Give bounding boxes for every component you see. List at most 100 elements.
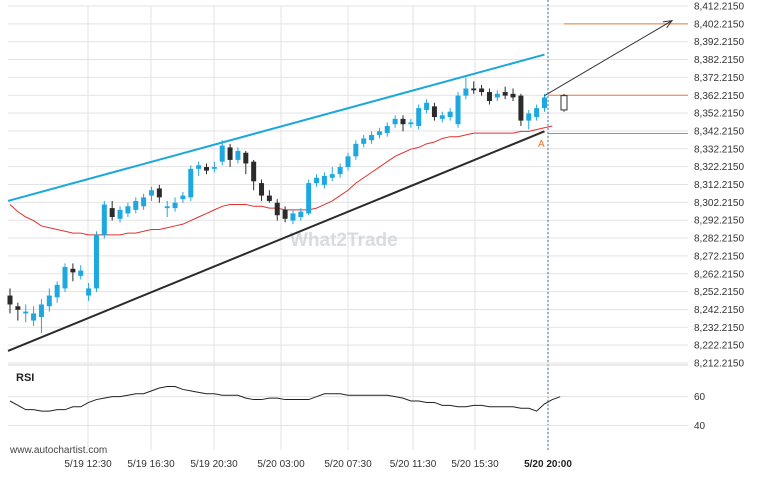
candle-body xyxy=(369,134,375,141)
candle-body xyxy=(54,284,60,298)
y-tick-label: 8,412.2150 xyxy=(694,2,744,13)
candle-body xyxy=(164,206,170,209)
candle-body xyxy=(471,88,477,91)
candle-body xyxy=(62,266,68,289)
candle-body xyxy=(101,204,107,235)
projection-arrow-line xyxy=(544,20,673,97)
candle-body xyxy=(156,188,162,198)
projection-arrow-head xyxy=(663,20,674,29)
candle-body xyxy=(23,311,29,314)
candle-body xyxy=(70,268,76,273)
y-tick-label: 8,302.2150 xyxy=(694,198,744,209)
candle-body xyxy=(290,213,296,221)
rsi-title: RSI xyxy=(16,372,34,384)
candle-body xyxy=(38,304,44,317)
rsi-level-label: 40 xyxy=(694,421,706,432)
candle-body xyxy=(109,208,115,218)
x-tick-label: 5/20 11:30 xyxy=(390,459,437,470)
candle-body xyxy=(400,118,406,125)
candle-body xyxy=(31,313,37,321)
candle-body xyxy=(86,288,92,296)
candle-body xyxy=(15,306,21,310)
candle-body xyxy=(486,92,492,101)
candle-body xyxy=(353,143,359,157)
candle-body xyxy=(204,167,209,171)
y-tick-label: 8,252.2150 xyxy=(694,287,744,298)
y-tick-label: 8,262.2150 xyxy=(694,269,744,280)
y-tick-label: 8,362.2150 xyxy=(694,91,744,102)
candle-body xyxy=(345,156,351,168)
candle-body xyxy=(384,125,390,134)
candle-body xyxy=(518,95,524,121)
candle-body xyxy=(494,93,500,98)
candle-body xyxy=(243,152,249,164)
footer-url: www.autochartist.com xyxy=(9,445,107,456)
watermark: What2Trade xyxy=(290,230,398,251)
candle-body xyxy=(282,209,288,219)
candle-body xyxy=(439,115,445,119)
candle-body xyxy=(211,167,217,169)
candle-body xyxy=(141,197,147,207)
candle-body xyxy=(479,88,485,93)
last-candle-body xyxy=(560,95,568,111)
candle-body xyxy=(502,92,508,96)
candle-body xyxy=(329,174,335,178)
pattern-point-label: A xyxy=(538,139,545,150)
y-tick-label: 8,352.2150 xyxy=(694,109,744,120)
candle-body xyxy=(392,118,398,125)
candle-body xyxy=(541,97,547,109)
x-tick-label: 5/20 20:00 xyxy=(524,459,572,470)
candle-body xyxy=(219,145,225,162)
x-tick-label: 5/19 20:30 xyxy=(190,459,238,470)
y-tick-label: 8,212.2150 xyxy=(694,359,744,370)
x-tick-label: 5/20 15:30 xyxy=(451,459,499,470)
y-tick-label: 8,282.2150 xyxy=(694,234,744,245)
y-tick-label: 8,332.2150 xyxy=(694,144,744,155)
y-tick-label: 8,312.2150 xyxy=(694,180,744,191)
y-tick-label: 8,372.2150 xyxy=(694,73,744,84)
candle-body xyxy=(227,147,233,160)
candle-body xyxy=(447,111,453,118)
channel-upper-line xyxy=(7,53,545,202)
y-tick-label: 8,222.2150 xyxy=(694,341,744,352)
candle-body xyxy=(314,177,320,184)
candle-body xyxy=(266,195,272,201)
candle-body xyxy=(196,165,202,169)
candle-body xyxy=(321,175,327,185)
candle-body xyxy=(534,108,540,118)
candle-body xyxy=(376,131,382,135)
candle-body xyxy=(188,168,194,198)
candle-body xyxy=(125,206,131,214)
candle-body xyxy=(408,122,414,125)
y-tick-label: 8,242.2150 xyxy=(694,305,744,316)
x-tick-label: 5/19 16:30 xyxy=(127,459,175,470)
candle-body xyxy=(463,88,469,96)
y-tick-label: 8,322.2150 xyxy=(694,162,744,173)
candle-body xyxy=(251,161,257,182)
candle-body xyxy=(455,95,461,125)
y-tick-label: 8,292.2150 xyxy=(694,216,744,227)
candle-body xyxy=(274,202,280,216)
y-tick-label: 8,272.2150 xyxy=(694,251,744,262)
candle-body xyxy=(46,295,52,307)
candle-body xyxy=(172,202,178,209)
candle-body xyxy=(361,138,367,144)
candle-body xyxy=(526,113,532,121)
y-tick-label: 8,392.2150 xyxy=(694,37,744,48)
y-tick-label: 8,232.2150 xyxy=(694,323,744,334)
y-tick-label: 8,382.2150 xyxy=(694,55,744,66)
channel-lower-line xyxy=(7,130,545,352)
candle-body xyxy=(117,209,123,219)
x-tick-label: 5/19 12:30 xyxy=(64,459,112,470)
x-tick-label: 5/20 07:30 xyxy=(324,459,372,470)
moving-average-line xyxy=(9,125,553,236)
candle-body xyxy=(93,234,99,289)
candle-body xyxy=(416,108,422,126)
y-tick-label: 8,402.2150 xyxy=(694,19,744,30)
candle-body xyxy=(235,150,241,160)
candle-body xyxy=(148,190,154,196)
candle-body xyxy=(259,183,265,196)
candle-body xyxy=(7,295,13,305)
